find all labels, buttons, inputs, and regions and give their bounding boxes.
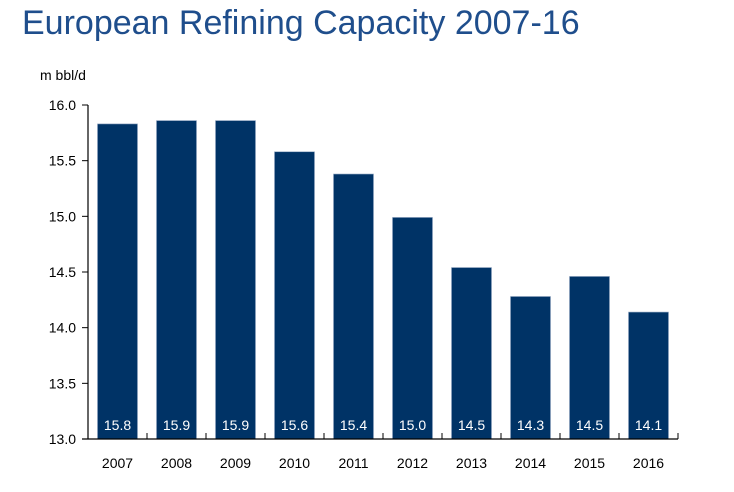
data-label-2010: 15.6 bbox=[281, 417, 308, 433]
y-tick-label-14.0: 14.0 bbox=[49, 320, 76, 336]
bar-2009 bbox=[215, 120, 256, 440]
data-label-2009: 15.9 bbox=[222, 417, 249, 433]
labels-group: 15.8 2007 15.9 2008 15.9 2009 15.6 2010 15.4 2011… bbox=[49, 97, 665, 471]
axes-group bbox=[82, 104, 679, 440]
x-tick-label-2013: 2013 bbox=[456, 455, 487, 471]
x-tick-label-2016: 2016 bbox=[633, 455, 664, 471]
bar-2007 bbox=[97, 123, 138, 440]
bar-2010 bbox=[274, 151, 315, 440]
bar-2015 bbox=[569, 276, 610, 440]
y-axis-unit-label: m bbl/d bbox=[40, 67, 86, 83]
x-tick-label-2011: 2011 bbox=[338, 455, 368, 471]
bar-2014 bbox=[510, 296, 551, 440]
y-tick-label-13.0: 13.0 bbox=[49, 431, 76, 447]
x-tick-label-2012: 2012 bbox=[397, 455, 428, 471]
y-tick-label-13.5: 13.5 bbox=[49, 375, 76, 391]
bar-2011 bbox=[333, 173, 374, 440]
data-label-2008: 15.9 bbox=[163, 417, 190, 433]
data-label-2012: 15.0 bbox=[399, 417, 426, 433]
y-tick-label-14.5: 14.5 bbox=[49, 264, 76, 280]
bar-2008 bbox=[156, 120, 197, 440]
y-tick-label-16.0: 16.0 bbox=[49, 97, 76, 113]
x-tick-label-2015: 2015 bbox=[574, 455, 605, 471]
bar-2012 bbox=[392, 217, 433, 440]
data-label-2011: 15.4 bbox=[340, 417, 367, 433]
data-label-2007: 15.8 bbox=[104, 417, 131, 433]
x-tick-label-2014: 2014 bbox=[515, 455, 546, 471]
x-tick-label-2007: 2007 bbox=[102, 455, 133, 471]
x-tick-label-2009: 2009 bbox=[220, 455, 251, 471]
bars-group bbox=[97, 120, 669, 440]
x-tick-label-2008: 2008 bbox=[161, 455, 192, 471]
bar-2016 bbox=[628, 311, 669, 440]
data-label-2015: 14.5 bbox=[576, 417, 603, 433]
data-label-2014: 14.3 bbox=[517, 417, 544, 433]
data-label-2013: 14.5 bbox=[458, 417, 485, 433]
y-tick-label-15.0: 15.0 bbox=[49, 208, 76, 224]
y-tick-label-15.5: 15.5 bbox=[49, 153, 76, 169]
chart-title: European Refining Capacity 2007-16 bbox=[22, 4, 580, 42]
x-tick-label-2010: 2010 bbox=[279, 455, 310, 471]
bar-2013 bbox=[451, 267, 492, 440]
data-label-2016: 14.1 bbox=[635, 417, 662, 433]
